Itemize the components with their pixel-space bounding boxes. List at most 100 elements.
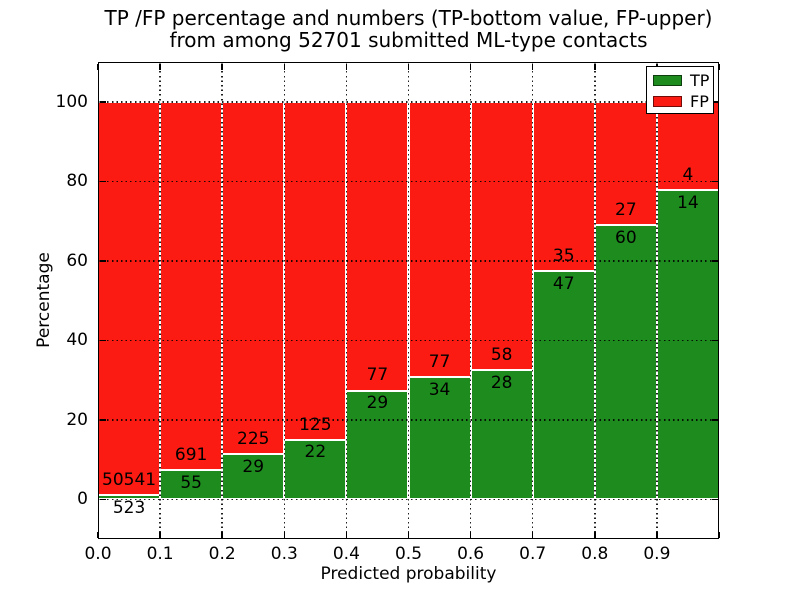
y-axis-tick-right xyxy=(711,498,718,500)
v-gridline xyxy=(159,62,161,539)
x-axis-tick xyxy=(718,531,720,538)
y-axis-tick xyxy=(99,101,106,103)
fp-count-label: 50541 xyxy=(102,470,157,491)
y-axis-tick-right xyxy=(711,180,718,182)
legend-item: TP xyxy=(647,70,713,91)
x-axis-tick-top xyxy=(221,63,223,70)
v-gridline xyxy=(594,62,596,539)
legend-item-label: TP xyxy=(690,70,710,90)
y-axis-tick xyxy=(99,498,106,500)
y-axis-tick xyxy=(99,419,106,421)
chart-title-line1: TP /FP percentage and numbers (TP-bottom… xyxy=(104,6,713,30)
v-gridline xyxy=(407,62,410,539)
y-axis-tick-right xyxy=(711,260,718,262)
bar-fp-segment xyxy=(408,101,471,378)
x-axis-tick xyxy=(97,531,99,538)
legend-item-label: FP xyxy=(690,91,709,111)
x-tick-label: 0.1 xyxy=(146,544,174,564)
x-axis-tick-top xyxy=(469,63,472,70)
bar-tp-segment xyxy=(532,271,595,500)
x-axis-tick-top xyxy=(594,63,596,70)
fp-count-label: 691 xyxy=(174,444,208,465)
x-tick-label: 0.0 xyxy=(84,544,112,564)
y-axis-tick xyxy=(99,260,106,262)
y-axis-tick-right xyxy=(711,101,718,103)
x-tick-label: 0.6 xyxy=(457,544,485,564)
fp-count-label: 27 xyxy=(615,200,637,220)
bar-tp-segment xyxy=(346,390,409,500)
y-tick-label: 100 xyxy=(55,91,88,112)
bar-fp-segment xyxy=(656,101,719,191)
x-axis-tick xyxy=(407,531,410,538)
y-tick-label: 20 xyxy=(66,409,88,430)
v-gridline xyxy=(345,62,348,539)
chart-title-line2: from among 52701 submitted ML-type conta… xyxy=(169,28,648,52)
x-axis-tick xyxy=(531,531,534,538)
chart-title: TP /FP percentage and numbers (TP-bottom… xyxy=(98,7,719,51)
x-axis-tick-top xyxy=(283,63,286,70)
y-tick-label: 60 xyxy=(66,250,88,271)
x-axis-tick-top xyxy=(718,63,720,70)
x-axis-tick-top xyxy=(159,63,161,70)
bar-tp-segment xyxy=(594,225,657,500)
tp-legend-swatch xyxy=(653,75,682,86)
bar-tp-segment xyxy=(470,369,533,500)
tp-count-label: 34 xyxy=(428,380,451,401)
x-tick-label: 0.9 xyxy=(643,544,671,564)
x-axis-tick-top xyxy=(345,63,348,70)
v-gridline xyxy=(656,62,658,539)
tp-count-label: 28 xyxy=(490,372,513,393)
bar-fp-segment xyxy=(98,101,161,496)
tp-count-label: 523 xyxy=(112,497,146,518)
tp-count-label: 14 xyxy=(677,192,699,213)
fp-count-label: 58 xyxy=(490,344,513,365)
x-axis-tick-top xyxy=(531,63,534,70)
x-axis-tick xyxy=(345,531,348,538)
v-gridline xyxy=(469,62,472,539)
bar-fp-segment xyxy=(470,101,533,370)
x-tick-label: 0.2 xyxy=(208,544,236,564)
y-tick-label: 0 xyxy=(77,489,88,510)
tp-count-label: 55 xyxy=(180,472,202,493)
x-axis-tick-top xyxy=(97,63,99,70)
x-axis-label: Predicted probability xyxy=(320,564,497,584)
tp-count-label: 29 xyxy=(242,456,265,477)
y-tick-label: 40 xyxy=(66,330,88,351)
bar-tp-segment xyxy=(284,439,347,500)
bar-fp-segment xyxy=(284,101,347,440)
bar-tp-segment xyxy=(408,377,471,500)
legend-item: FP xyxy=(647,91,713,112)
y-tick-label: 80 xyxy=(66,171,88,192)
x-axis-tick xyxy=(159,531,161,538)
x-tick-label: 0.5 xyxy=(394,544,423,564)
x-tick-label: 0.3 xyxy=(270,544,298,564)
x-axis-tick-top xyxy=(407,63,410,70)
v-gridline xyxy=(283,62,286,539)
fp-count-label: 35 xyxy=(552,246,575,267)
y-axis-tick-right xyxy=(711,339,718,341)
bar-tp-segment xyxy=(656,190,719,500)
v-gridline xyxy=(531,62,534,539)
fp-count-label: 125 xyxy=(299,414,332,435)
tp-count-label: 60 xyxy=(615,227,637,248)
bar-fp-segment xyxy=(160,101,223,470)
x-axis-tick xyxy=(656,531,658,538)
bar-fp-segment xyxy=(532,101,595,272)
fp-count-label: 225 xyxy=(237,428,270,449)
y-axis-tick-right xyxy=(711,419,718,421)
bar-fp-segment xyxy=(222,101,285,454)
tp-count-label: 47 xyxy=(552,274,575,295)
tp-count-label: 22 xyxy=(304,442,327,463)
x-axis-tick xyxy=(221,531,223,538)
x-tick-label: 0.7 xyxy=(519,544,547,564)
x-tick-label: 0.4 xyxy=(332,544,360,564)
y-axis-tick xyxy=(99,180,106,182)
fp-count-label: 4 xyxy=(682,164,694,185)
x-tick-label: 0.8 xyxy=(581,544,609,564)
fp-count-label: 77 xyxy=(366,365,389,386)
legend: TP FP xyxy=(646,66,714,114)
x-axis-tick xyxy=(283,531,286,538)
fp-count-label: 77 xyxy=(428,352,451,373)
x-axis-tick xyxy=(594,531,596,538)
